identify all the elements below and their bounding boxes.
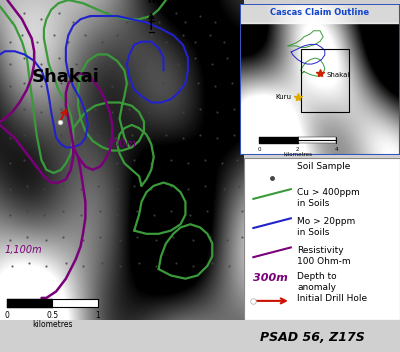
Text: 2: 2 [296, 146, 299, 152]
Text: 0.5: 0.5 [46, 311, 58, 320]
Text: N: N [147, 0, 155, 5]
Text: Cascas Claim Outline: Cascas Claim Outline [270, 8, 370, 17]
Bar [301, 49, 349, 113]
Text: Soil Sample: Soil Sample [297, 162, 350, 171]
Text: PSAD 56, Z17S: PSAD 56, Z17S [260, 331, 364, 344]
Text: Shakai: Shakai [326, 72, 350, 78]
Text: in Soils: in Soils [297, 199, 330, 208]
Text: Initial Drill Hole: Initial Drill Hole [297, 294, 367, 303]
Text: kilometres: kilometres [283, 152, 312, 157]
Text: 100 Ohm-m: 100 Ohm-m [297, 257, 351, 266]
Text: Mo > 20ppm: Mo > 20ppm [297, 217, 355, 226]
Text: in Soils: in Soils [297, 228, 330, 237]
Text: 0: 0 [258, 146, 261, 152]
Text: 300m: 300m [253, 273, 288, 283]
Text: Depth to: Depth to [297, 272, 337, 281]
Text: Shakai: Shakai [32, 68, 100, 86]
Text: anomaly: anomaly [297, 283, 336, 292]
Text: 4: 4 [334, 146, 338, 152]
Text: Cu > 400ppm: Cu > 400ppm [297, 188, 360, 196]
Text: kilometres: kilometres [32, 320, 73, 329]
Text: Kuru: Kuru [275, 94, 291, 100]
Text: 1,100m: 1,100m [5, 245, 42, 255]
Text: 0: 0 [5, 311, 10, 320]
Text: 300m: 300m [107, 139, 137, 149]
Text: Resistivity: Resistivity [297, 246, 344, 255]
Text: 1: 1 [95, 311, 100, 320]
